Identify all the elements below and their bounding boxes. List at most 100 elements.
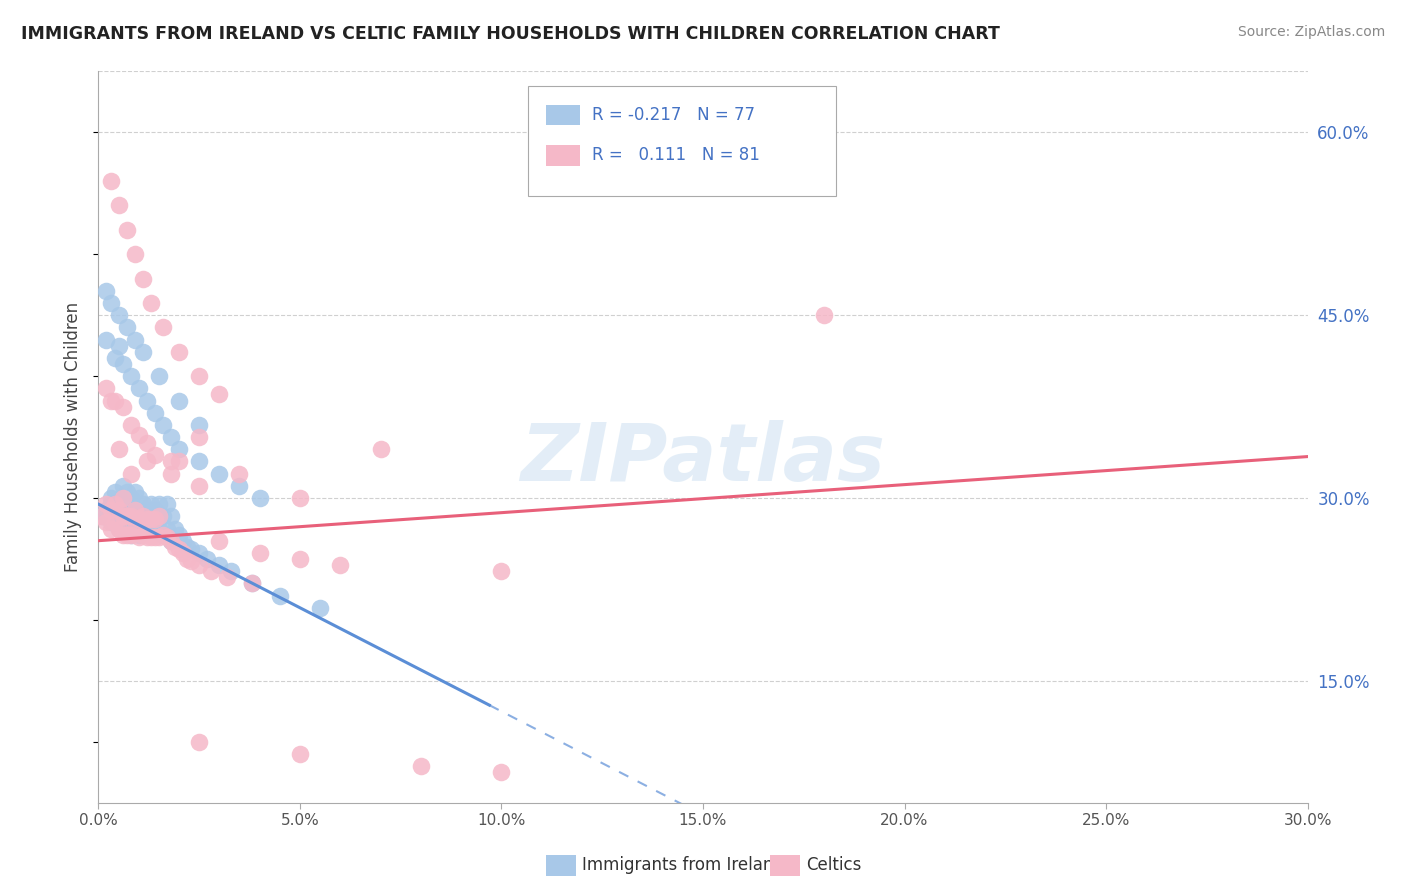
Point: [135, 393, 157, 408]
Point: [160, 430, 183, 444]
Point: [491, 564, 513, 578]
Point: [152, 527, 174, 541]
Point: [249, 546, 271, 560]
Point: [139, 516, 162, 530]
Text: IMMIGRANTS FROM IRELAND VS CELTIC FAMILY HOUSEHOLDS WITH CHILDREN CORRELATION CH: IMMIGRANTS FROM IRELAND VS CELTIC FAMILY…: [21, 25, 1000, 43]
Point: [107, 338, 129, 352]
Point: [240, 576, 263, 591]
Point: [208, 533, 231, 548]
Point: [107, 503, 129, 517]
Point: [167, 527, 190, 541]
Point: [143, 512, 166, 526]
Point: [167, 344, 190, 359]
Point: [491, 765, 513, 780]
Point: [188, 546, 211, 560]
Point: [132, 271, 155, 285]
Point: [115, 485, 138, 500]
Point: [103, 497, 125, 511]
Point: [111, 491, 134, 505]
Point: [148, 530, 170, 544]
Point: [96, 516, 118, 530]
FancyBboxPatch shape: [769, 855, 800, 876]
Text: R = -0.217   N = 77: R = -0.217 N = 77: [592, 106, 755, 124]
Point: [172, 546, 194, 560]
Point: [103, 516, 125, 530]
Point: [139, 296, 162, 310]
Point: [152, 320, 174, 334]
Point: [103, 509, 125, 524]
Point: [120, 527, 142, 541]
Point: [152, 509, 174, 524]
Point: [195, 552, 218, 566]
Point: [107, 442, 129, 457]
Point: [100, 491, 122, 505]
Point: [120, 467, 142, 481]
Point: [143, 406, 166, 420]
Point: [269, 589, 291, 603]
Point: [100, 516, 122, 530]
Point: [288, 491, 311, 505]
Point: [813, 308, 835, 322]
Point: [152, 527, 174, 541]
Point: [208, 387, 231, 401]
Point: [132, 516, 155, 530]
Point: [100, 521, 122, 535]
Point: [163, 521, 186, 535]
Point: [103, 351, 125, 365]
Point: [329, 558, 352, 573]
Point: [167, 542, 190, 557]
Point: [188, 735, 211, 749]
Point: [139, 497, 162, 511]
Point: [135, 503, 157, 517]
Point: [120, 491, 142, 505]
Point: [208, 467, 231, 481]
Point: [148, 369, 170, 384]
Point: [120, 509, 142, 524]
Point: [370, 442, 392, 457]
FancyBboxPatch shape: [546, 145, 579, 166]
Point: [135, 454, 157, 468]
Point: [120, 527, 142, 541]
Point: [188, 417, 211, 432]
Text: Source: ZipAtlas.com: Source: ZipAtlas.com: [1237, 25, 1385, 39]
Point: [128, 530, 150, 544]
Point: [124, 503, 146, 517]
Point: [100, 174, 122, 188]
Point: [156, 530, 179, 544]
Point: [148, 509, 170, 524]
Point: [128, 381, 150, 395]
Point: [288, 552, 311, 566]
Point: [132, 497, 155, 511]
Point: [135, 512, 157, 526]
Point: [409, 759, 432, 773]
Point: [107, 521, 129, 535]
Point: [132, 509, 155, 524]
Text: R =   0.111   N = 81: R = 0.111 N = 81: [592, 146, 759, 164]
Point: [188, 369, 211, 384]
Point: [200, 564, 222, 578]
Point: [135, 436, 157, 450]
Point: [111, 527, 134, 541]
Point: [249, 491, 271, 505]
Point: [107, 308, 129, 322]
Point: [111, 357, 134, 371]
Point: [128, 427, 150, 442]
Point: [115, 521, 138, 535]
Point: [228, 467, 250, 481]
Point: [100, 503, 122, 517]
Point: [160, 533, 183, 548]
Point: [180, 542, 202, 557]
Point: [115, 223, 138, 237]
Point: [156, 497, 179, 511]
Point: [135, 530, 157, 544]
Point: [135, 521, 157, 535]
Point: [100, 296, 122, 310]
Point: [115, 527, 138, 541]
Point: [96, 381, 118, 395]
Point: [309, 600, 332, 615]
FancyBboxPatch shape: [527, 86, 837, 195]
Point: [288, 747, 311, 761]
Point: [124, 247, 146, 261]
Point: [156, 521, 179, 535]
Point: [167, 393, 190, 408]
